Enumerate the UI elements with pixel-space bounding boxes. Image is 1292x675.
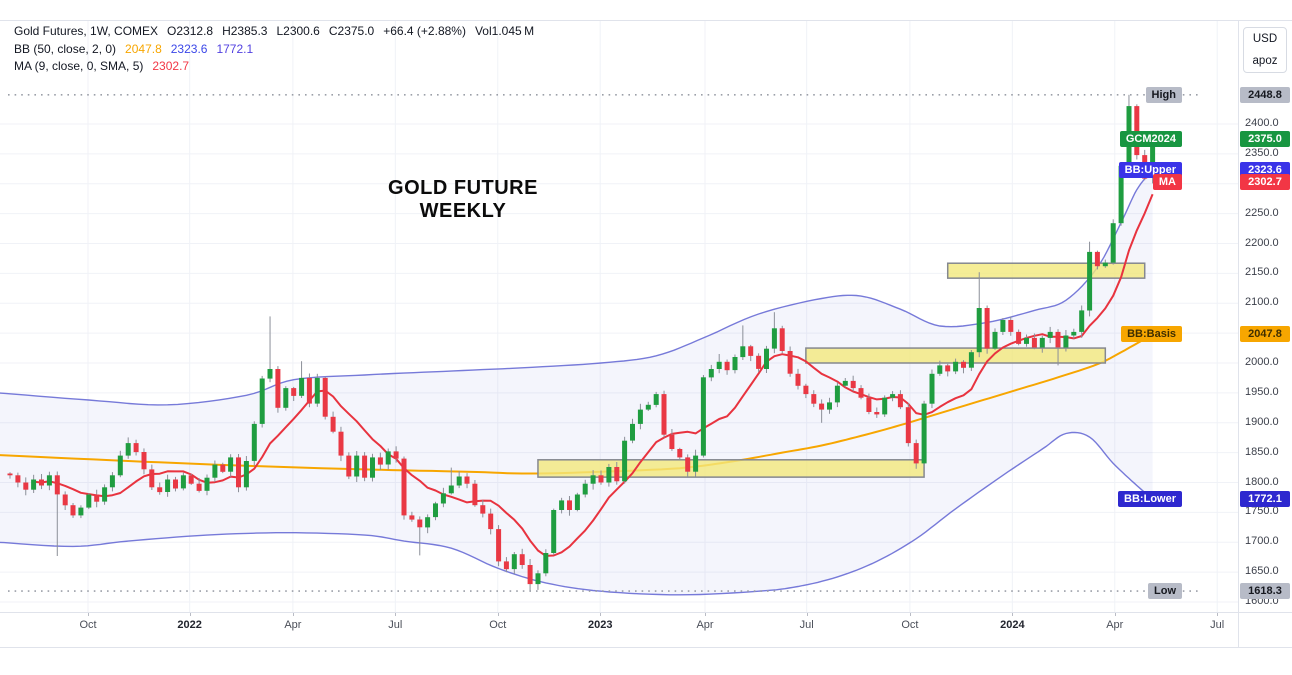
series-label-chip-bb-lower: BB:Lower bbox=[1118, 491, 1182, 508]
price-tick-label: 1700.0 bbox=[1245, 535, 1279, 548]
time-tick-label: Jul bbox=[1210, 619, 1225, 631]
legend-value-text: O2312.8 bbox=[167, 24, 214, 38]
time-tick-mark bbox=[292, 612, 294, 616]
price-axis-badge-bb-basis: 2047.8 bbox=[1240, 326, 1290, 343]
unit-selector[interactable]: USD apoz bbox=[1243, 27, 1287, 73]
price-tick-label: 2000.0 bbox=[1245, 356, 1279, 368]
time-tick-label: Apr bbox=[696, 619, 714, 631]
time-tick-label: Jul bbox=[799, 619, 814, 631]
time-tick-label: 2024 bbox=[1000, 619, 1025, 631]
time-tick-label: 2022 bbox=[177, 619, 202, 631]
ma-line bbox=[33, 193, 1154, 557]
time-tick-mark bbox=[600, 612, 602, 616]
legend-value-text: L2300.6 bbox=[276, 24, 320, 38]
legend-value-text: Vol1.045 M bbox=[474, 24, 535, 38]
bb-lower-line bbox=[0, 431, 1154, 596]
price-axis-badge-bb-upper: 2323.6 bbox=[1240, 161, 1290, 178]
time-tick-mark bbox=[705, 612, 707, 616]
price-axis-badge-low: 1618.3 bbox=[1240, 583, 1290, 600]
time-tick-mark bbox=[1217, 612, 1219, 616]
legend-value-text: 1772.1 bbox=[216, 42, 254, 56]
currency-option[interactable]: USD bbox=[1252, 33, 1278, 45]
bb-fill bbox=[0, 169, 1153, 595]
time-tick-mark bbox=[1012, 612, 1014, 616]
price-tick-label: 2400.0 bbox=[1245, 117, 1279, 129]
price-tick-label: 1850.0 bbox=[1245, 445, 1279, 458]
price-axis-badge-gcm2024: 2375.0 bbox=[1240, 130, 1290, 147]
legend-source-text: Gold Futures, 1W, COMEX bbox=[14, 24, 159, 38]
price-axis-badge-high: 2448.8 bbox=[1240, 86, 1290, 103]
price-tick-label: 2150.0 bbox=[1245, 266, 1279, 279]
time-tick-mark bbox=[806, 612, 808, 616]
time-tick-mark bbox=[497, 612, 499, 616]
chart-title-annotation[interactable]: GOLD FUTURE WEEKLY bbox=[332, 177, 594, 223]
legend-row-bb[interactable]: BB (50, close, 2, 0) 2047.8 2323.6 1772.1 bbox=[14, 42, 262, 56]
series-label-chip-gcm2024: GCM2024 bbox=[1119, 130, 1182, 147]
chart-title-line1: GOLD FUTURE bbox=[388, 177, 538, 199]
price-axis-badge-bb-lower: 1772.1 bbox=[1240, 491, 1290, 508]
price-tick-label: 1750.0 bbox=[1245, 505, 1279, 518]
legend-value-text: 2047.8 bbox=[125, 42, 162, 56]
legend-source-text: MA (9, close, 0, SMA, 5) bbox=[14, 59, 144, 73]
support-resistance-zone[interactable] bbox=[537, 459, 925, 478]
price-tick-label: 2200.0 bbox=[1245, 236, 1279, 249]
time-tick-mark bbox=[1114, 612, 1116, 616]
candle-bodies bbox=[7, 106, 1156, 585]
price-tick-label: 2350.0 bbox=[1245, 146, 1279, 159]
legend-source-text: BB (50, close, 2, 0) bbox=[14, 42, 117, 56]
series-label-chip-bb-basis: BB:Basis bbox=[1121, 326, 1182, 343]
time-tick-label: Apr bbox=[284, 619, 302, 631]
time-tick-mark bbox=[909, 612, 911, 616]
price-axis-badge-ma: 2302.7 bbox=[1240, 174, 1290, 191]
price-axis-separator bbox=[1238, 20, 1239, 647]
legend-value-text: 2323.6 bbox=[170, 42, 208, 56]
legend-row-ma[interactable]: MA (9, close, 0, SMA, 5) 2302.7 bbox=[14, 59, 198, 73]
series-label-chip-ma: MA bbox=[1152, 174, 1182, 191]
bb-basis-line bbox=[0, 333, 1154, 475]
time-tick-label: Oct bbox=[79, 619, 97, 631]
price-tick-label: 1650.0 bbox=[1245, 565, 1279, 578]
price-tick-label: 1800.0 bbox=[1245, 475, 1279, 488]
price-tick-label: 2250.0 bbox=[1245, 206, 1279, 219]
legend-value-text: 2302.7 bbox=[152, 59, 190, 73]
top-border bbox=[0, 20, 1292, 21]
time-axis-separator bbox=[0, 612, 1292, 613]
time-tick-label: Apr bbox=[1106, 619, 1124, 631]
time-tick-mark bbox=[189, 612, 191, 616]
price-chart-canvas[interactable] bbox=[0, 0, 1238, 648]
legend-row-symbol[interactable]: Gold Futures, 1W, COMEX O2312.8 H2385.3 L23… bbox=[14, 24, 543, 38]
legend-value-text: C2375.0 bbox=[328, 24, 375, 38]
series-label-chip-high: High bbox=[1145, 86, 1182, 103]
time-tick-mark bbox=[395, 612, 397, 616]
series-label-chip-bb-upper: BB:Upper bbox=[1118, 161, 1182, 178]
unit-option[interactable]: apoz bbox=[1252, 55, 1278, 67]
price-tick-label: 1900.0 bbox=[1245, 415, 1279, 428]
bottom-border bbox=[0, 647, 1292, 648]
time-tick-mark bbox=[88, 612, 89, 616]
time-tick-label: 2023 bbox=[587, 619, 613, 631]
legend-value-text: +66.4 (+2.88%) bbox=[383, 24, 466, 38]
chart-area[interactable]: High GCM2024 BB:Upper MA BB:Basis BB:Lower Low… bbox=[0, 0, 1238, 648]
legend-value-text: H2385.3 bbox=[222, 24, 268, 38]
series-label-chip-low: Low bbox=[1148, 583, 1182, 600]
price-tick-label: 2100.0 bbox=[1245, 296, 1279, 309]
time-tick-label: Jul bbox=[388, 619, 403, 631]
time-tick-label: Oct bbox=[901, 619, 919, 631]
price-tick-label: 1950.0 bbox=[1245, 385, 1279, 398]
chart-title-line2: WEEKLY bbox=[419, 200, 507, 222]
support-resistance-zone[interactable] bbox=[946, 262, 1146, 279]
time-tick-label: Oct bbox=[489, 619, 507, 631]
